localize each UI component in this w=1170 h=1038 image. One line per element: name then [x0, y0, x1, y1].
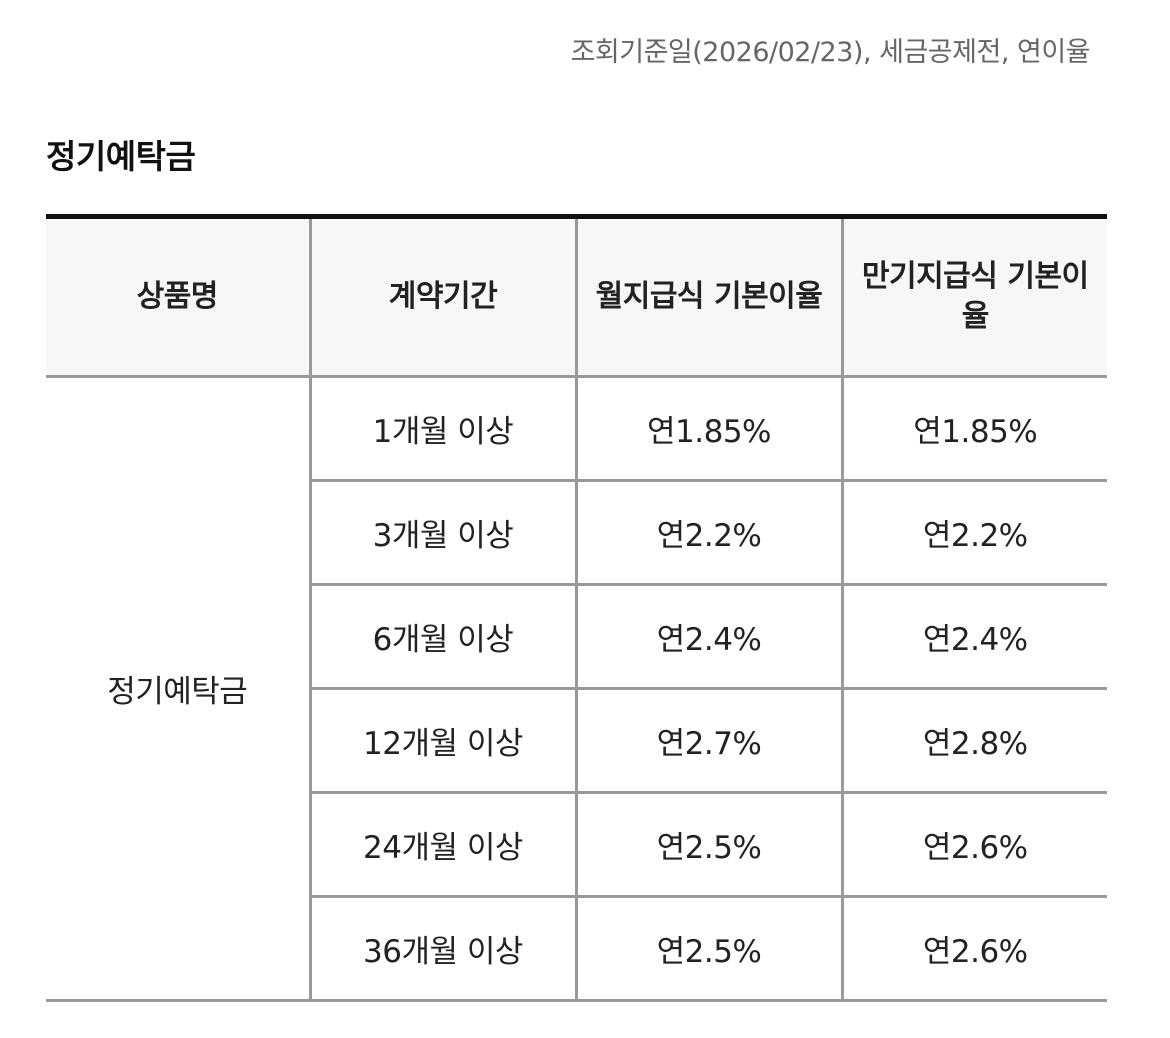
period-cell: 36개월 이상: [308, 896, 576, 1002]
table-row: 24개월 이상 연2.5% 연2.6%: [46, 792, 1107, 898]
monthly-rate-cell: 연2.5%: [574, 792, 842, 898]
monthly-rate-cell: 연2.4%: [574, 584, 842, 690]
table-row: 36개월 이상 연2.5% 연2.6%: [46, 896, 1107, 1002]
period-cell: 3개월 이상: [308, 480, 576, 586]
period-cell: 24개월 이상: [308, 792, 576, 898]
table-row: 정기예탁금 1개월 이상 연1.85% 연1.85%: [46, 376, 1107, 1002]
header-monthly-rate: 월지급식 기본이율: [574, 216, 842, 378]
rate-table: 상품명 계약기간 월지급식 기본이율 만기지급식 기본이율 정기예탁금 1개월 …: [46, 214, 1107, 1002]
maturity-rate-cell: 연2.8%: [840, 688, 1107, 794]
monthly-rate-cell: 연2.5%: [574, 896, 842, 1002]
rate-notice: 조회기준일(2026/02/23), 세금공제전, 연이율: [570, 37, 1091, 68]
period-cell: 12개월 이상: [308, 688, 576, 794]
monthly-rate-cell: 연1.85%: [574, 376, 842, 482]
period-cell: 6개월 이상: [308, 584, 576, 690]
header-product-name: 상품명: [46, 216, 310, 378]
maturity-rate-cell: 연2.4%: [840, 584, 1107, 690]
table-header-row: 상품명 계약기간 월지급식 기본이율 만기지급식 기본이율: [46, 216, 1107, 378]
header-maturity-rate: 만기지급식 기본이율: [840, 216, 1107, 378]
product-name-cell: 정기예탁금: [46, 376, 310, 1002]
monthly-rate-cell: 연2.7%: [574, 688, 842, 794]
table-row: 12개월 이상 연2.7% 연2.8%: [46, 688, 1107, 794]
table-row: 3개월 이상 연2.2% 연2.2%: [46, 480, 1107, 586]
maturity-rate-cell: 연1.85%: [840, 376, 1107, 482]
table-row: 6개월 이상 연2.4% 연2.4%: [46, 584, 1107, 690]
section-title: 정기예탁금: [46, 137, 196, 176]
maturity-rate-cell: 연2.6%: [840, 792, 1107, 898]
monthly-rate-cell: 연2.2%: [574, 480, 842, 586]
maturity-rate-cell: 연2.6%: [840, 896, 1107, 1002]
period-cell: 1개월 이상: [308, 376, 576, 482]
maturity-rate-cell: 연2.2%: [840, 480, 1107, 586]
header-contract-period: 계약기간: [308, 216, 576, 378]
